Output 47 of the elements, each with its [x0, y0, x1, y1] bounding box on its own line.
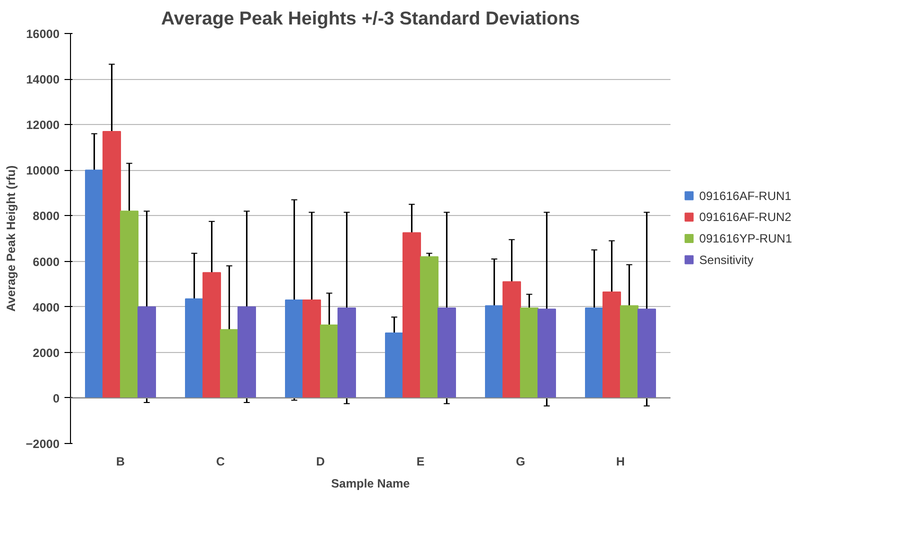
- bar: [602, 292, 621, 398]
- y-tick-label: 6000: [32, 254, 60, 269]
- bar: [620, 305, 638, 398]
- bar: [138, 306, 156, 398]
- bar: [385, 332, 404, 398]
- bar: [420, 256, 438, 398]
- bar: [320, 324, 338, 398]
- bar: [638, 308, 656, 398]
- legend-label: 091616YP-RUN1: [699, 231, 792, 246]
- bar: [438, 307, 456, 398]
- x-tick-label: H: [616, 454, 625, 468]
- bar: [220, 329, 238, 398]
- chart-title: Average Peak Heights +/-3 Standard Deviations: [161, 8, 580, 28]
- bar: [538, 308, 556, 398]
- bar: [238, 306, 256, 398]
- x-axis-title: Sample Name: [331, 476, 410, 490]
- y-tick-label: 0: [52, 391, 60, 406]
- y-tick-label: 14000: [26, 72, 60, 87]
- y-tick-label: −2000: [26, 437, 60, 451]
- bar: [302, 300, 321, 398]
- legend-label: Sensitivity: [699, 252, 754, 267]
- bar: [102, 130, 121, 398]
- x-tick-label: G: [516, 454, 526, 468]
- bar: [285, 300, 304, 398]
- y-tick-label: 12000: [26, 118, 60, 132]
- y-tick-label: 4000: [32, 300, 60, 314]
- y-tick-label: 10000: [26, 164, 60, 178]
- bar: [502, 281, 521, 398]
- y-tick-label: 8000: [32, 209, 60, 224]
- bar: [338, 307, 356, 398]
- bar: [85, 170, 104, 398]
- bar: [202, 272, 221, 398]
- bar: [120, 210, 138, 398]
- bar: [520, 307, 538, 398]
- y-axis-title: Average Peak Height (rfu): [4, 165, 18, 312]
- y-tick-label: 2000: [32, 346, 60, 360]
- bar: [485, 305, 504, 398]
- bar: [185, 298, 204, 398]
- y-tick-label: 16000: [26, 27, 60, 41]
- x-tick-label: D: [316, 454, 326, 468]
- bar: [585, 307, 604, 398]
- legend-label: 091616AF-RUN2: [699, 210, 792, 224]
- x-tick-label: C: [216, 454, 226, 468]
- legend-label: 091616AF-RUN1: [699, 188, 792, 203]
- x-tick-label: B: [116, 454, 126, 468]
- bar: [402, 232, 421, 398]
- x-tick-label: E: [416, 454, 425, 468]
